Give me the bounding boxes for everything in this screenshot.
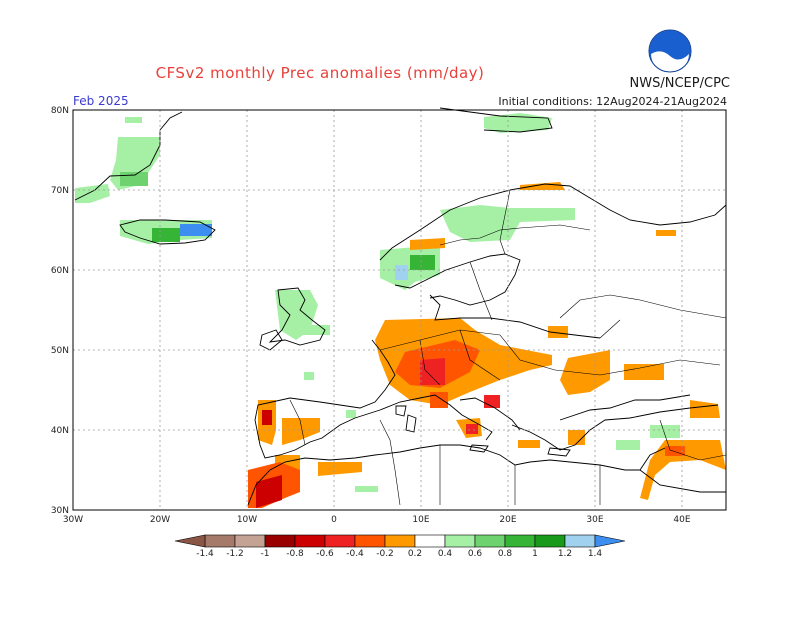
anomaly-negative	[410, 238, 445, 250]
colorbar-cell	[294, 534, 326, 548]
country-borders	[289, 189, 727, 506]
map-frame	[72, 109, 727, 511]
colorbar: -1.4 -1.2 -1 -0.8 -0.6 -0.4 -0.2 0.2 0.4…	[174, 534, 626, 559]
anomaly-negative	[560, 350, 610, 395]
lon-tick-label: 0	[331, 515, 337, 525]
anomaly-negative	[640, 440, 726, 500]
colorbar-left-arrow	[174, 534, 206, 548]
colorbar-label: -1	[261, 549, 270, 559]
anomaly-positive	[152, 228, 180, 242]
anomaly-positive	[410, 255, 435, 270]
anomaly-negative	[690, 400, 720, 418]
colorbar-label: -1.2	[226, 549, 244, 559]
lat-tick-label: 70N	[51, 186, 69, 196]
colorbar-label: 0.4	[438, 549, 453, 559]
colorbar-cell	[234, 534, 266, 548]
anomaly-positive	[346, 410, 356, 418]
colorbar-cell	[264, 534, 296, 548]
anomaly-positive	[125, 117, 142, 123]
colorbar-cell	[384, 534, 416, 548]
lon-tick-label: 20E	[499, 515, 516, 525]
anomaly-negative	[282, 418, 320, 445]
anomaly-positive	[650, 425, 680, 438]
anomaly-negative	[520, 182, 565, 190]
colorbar-label: 1.4	[588, 549, 603, 559]
lon-tick-label: 40E	[673, 515, 690, 525]
coastlines	[74, 107, 727, 506]
lon-tick-label: 30E	[586, 515, 603, 525]
lon-tick-label: 10E	[412, 515, 429, 525]
anomaly-positive	[75, 184, 110, 203]
anomaly-negative	[656, 230, 676, 236]
colorbar-label: -0.6	[316, 549, 334, 559]
colorbar-cell	[534, 534, 566, 548]
anomaly-negative	[430, 392, 448, 408]
anomaly-negative	[466, 424, 478, 434]
anomaly-positive	[616, 440, 640, 450]
colorbar-cell	[414, 534, 446, 548]
anomaly-negative	[318, 462, 362, 476]
lat-tick-label: 40N	[51, 426, 69, 436]
anomaly-negative	[256, 475, 282, 508]
anomaly-negative	[262, 410, 272, 425]
lon-tick-label: 20W	[150, 515, 170, 525]
anomaly-negative	[624, 364, 664, 380]
lat-tick-label: 80N	[51, 106, 69, 116]
anomaly-negative	[518, 440, 540, 448]
colorbar-cell	[204, 534, 236, 548]
lat-tick-label: 30N	[51, 506, 69, 516]
noaa-logo	[648, 29, 692, 73]
anomaly-negative	[568, 430, 585, 445]
colorbar-label: 0.8	[498, 549, 513, 559]
colorbar-cell	[324, 534, 356, 548]
colorbar-label: 0.2	[408, 549, 422, 559]
anomaly-negative	[420, 358, 445, 385]
anomaly-positive	[484, 113, 552, 133]
anomaly-positive	[180, 224, 212, 236]
anomaly-positive	[120, 172, 148, 186]
colorbar-cell	[444, 534, 476, 548]
lon-tick-label: 10W	[237, 515, 257, 525]
initial-conditions: Initial conditions: 12Aug2024-21Aug2024	[498, 95, 727, 108]
colorbar-right-arrow	[594, 534, 626, 548]
anomaly-positive	[355, 486, 378, 492]
chart-title: CFSv2 monthly Prec anomalies (mm/day)	[155, 64, 485, 82]
colorbar-cell	[504, 534, 536, 548]
lat-tick-label: 60N	[51, 266, 69, 276]
anomaly-positive	[395, 265, 408, 280]
anomaly-positive	[440, 205, 575, 242]
colorbar-cell	[474, 534, 506, 548]
colorbar-label: -0.8	[286, 549, 304, 559]
forecast-month: Feb 2025	[73, 94, 129, 108]
lon-tick-label: 30W	[63, 515, 83, 525]
colorbar-cell	[564, 534, 596, 548]
grid	[73, 110, 726, 510]
colorbar-label: -1.4	[196, 549, 214, 559]
anomaly-negative	[548, 326, 568, 338]
colorbar-label: -0.2	[376, 549, 394, 559]
anomaly-field	[75, 113, 726, 508]
colorbar-label: -0.4	[346, 549, 364, 559]
colorbar-label: 0.6	[468, 549, 483, 559]
colorbar-label: 1.2	[558, 549, 572, 559]
colorbar-label: 1	[532, 549, 538, 559]
lat-tick-label: 50N	[51, 346, 69, 356]
anomaly-positive	[304, 372, 314, 380]
colorbar-cell	[354, 534, 386, 548]
agency-label: NWS/NCEP/CPC	[629, 76, 730, 91]
